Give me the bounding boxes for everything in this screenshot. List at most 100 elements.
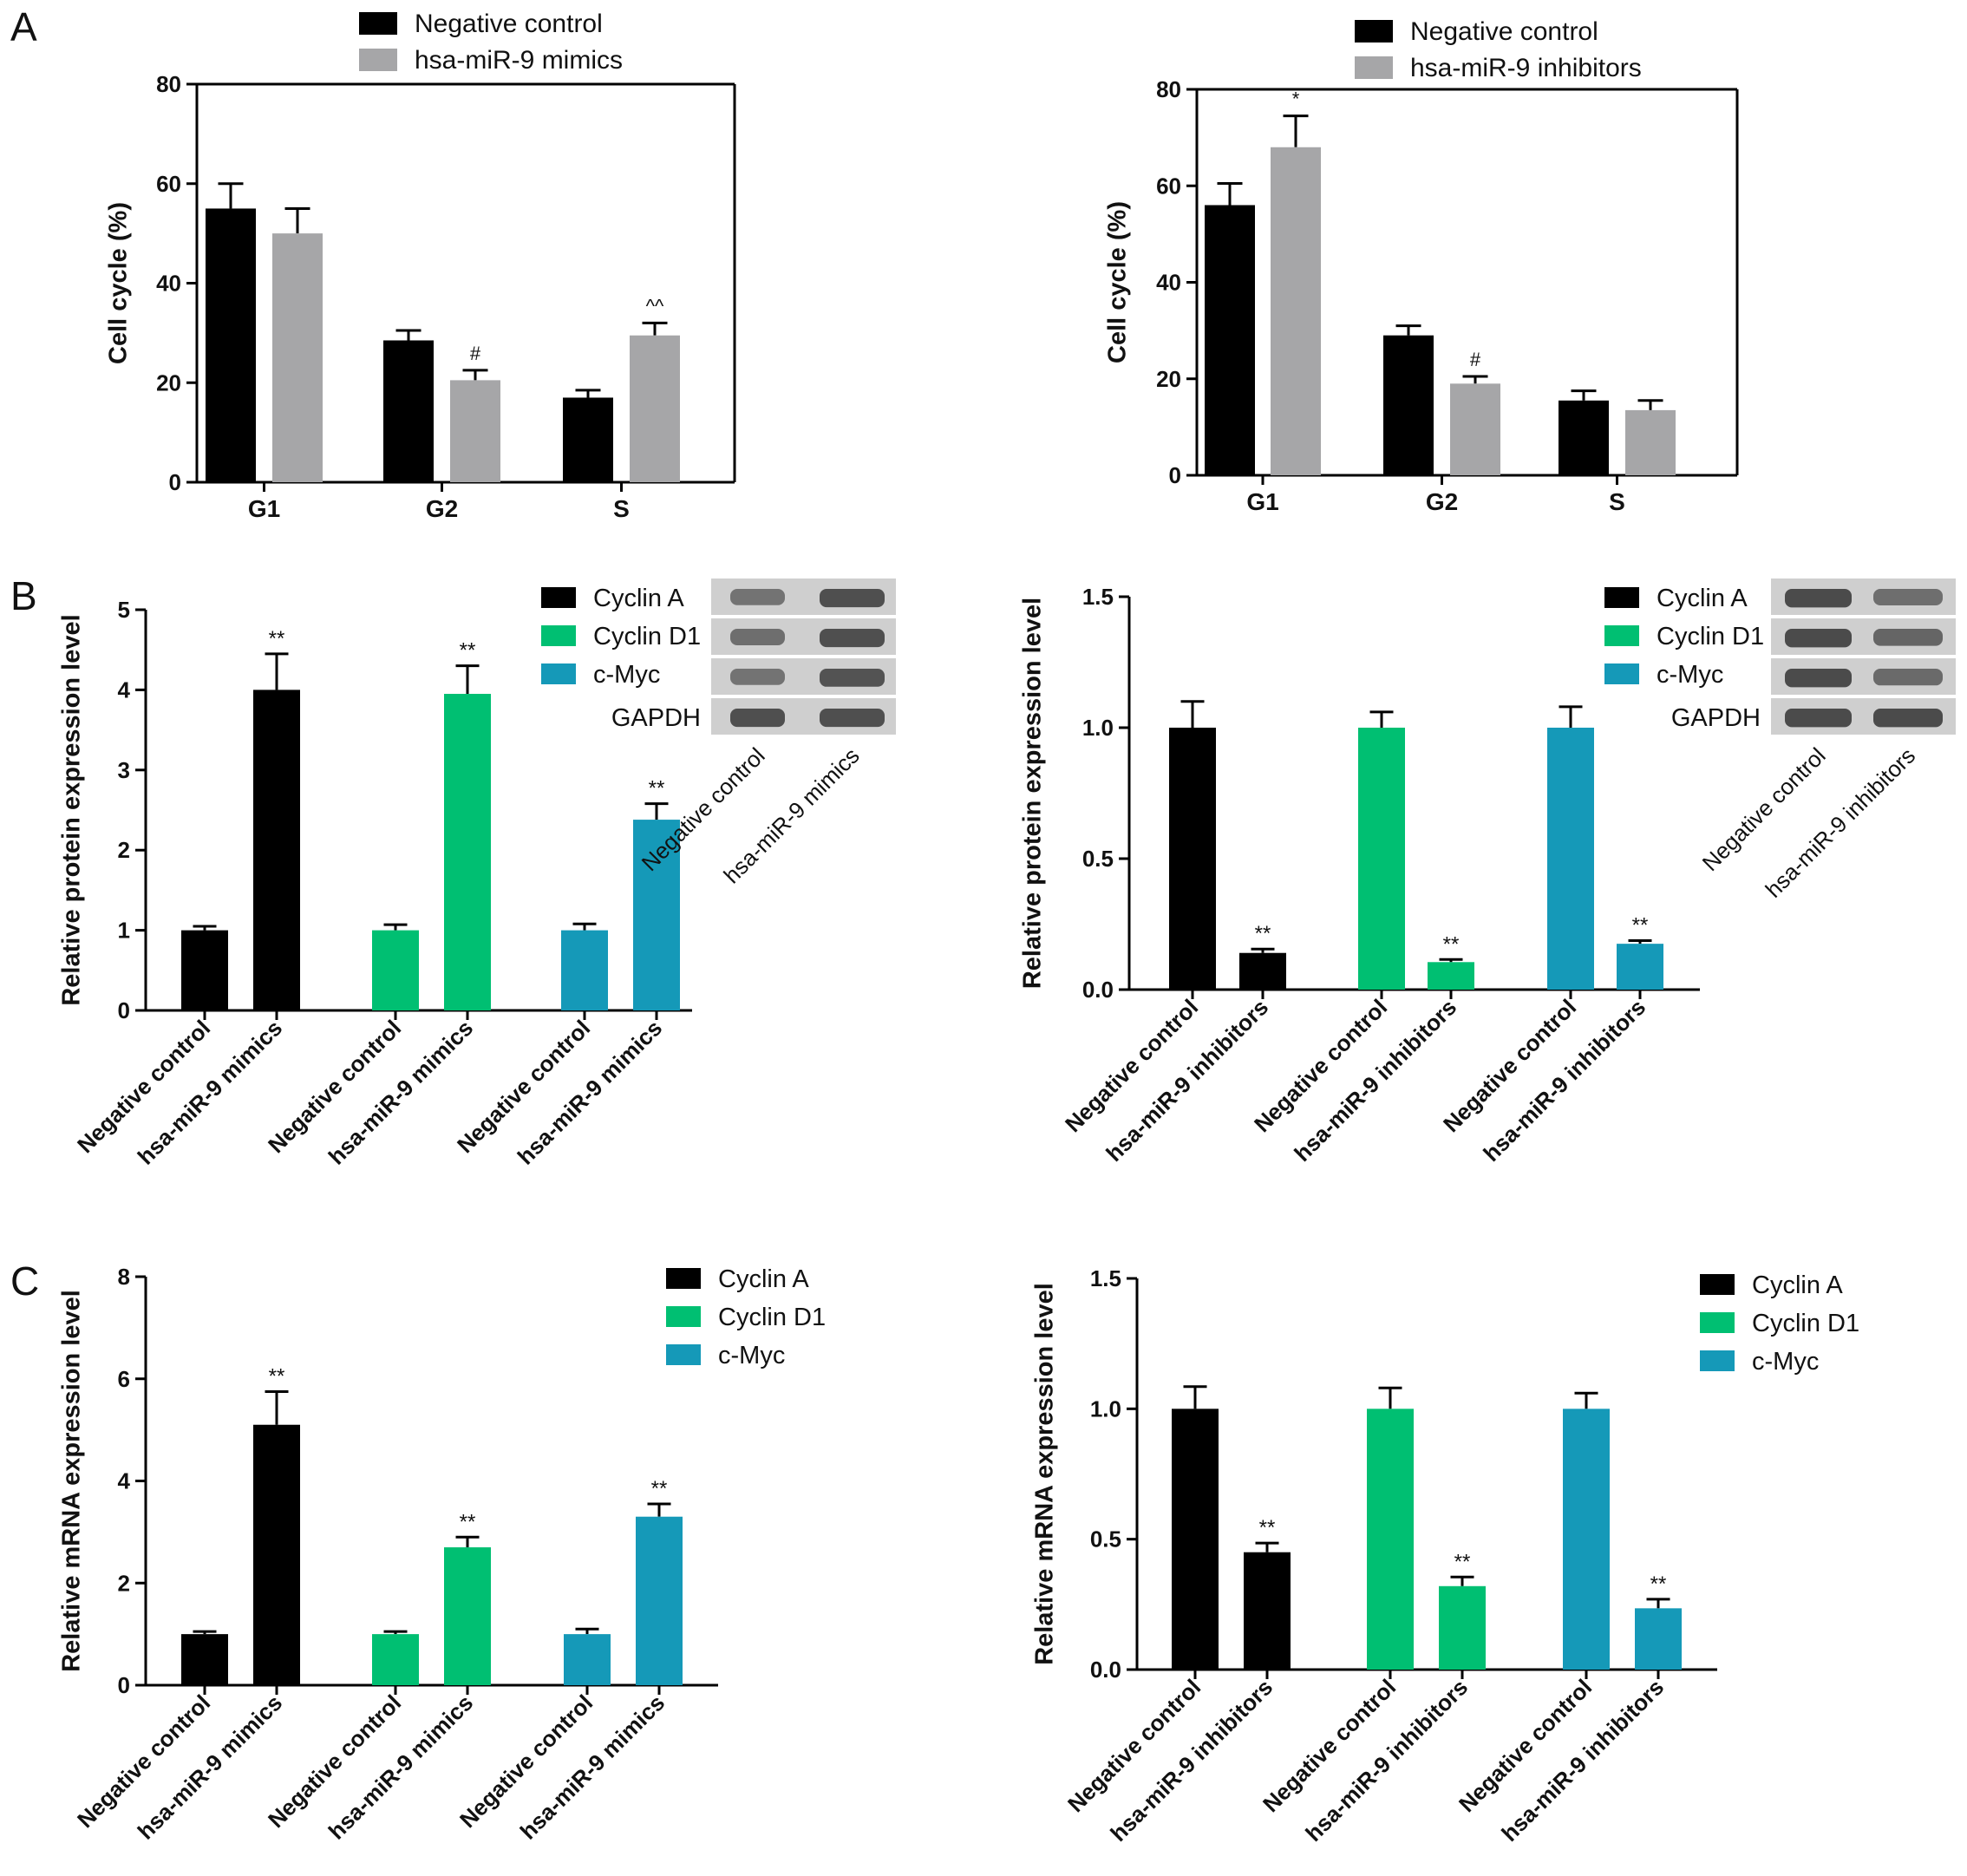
blot-band <box>1785 709 1852 728</box>
x-category-label: Negative control <box>263 1015 406 1158</box>
bar <box>1172 1409 1219 1670</box>
y-tick-label: 1 <box>118 918 130 944</box>
y-tick-label: 2 <box>118 1570 130 1596</box>
x-category-label: Negative control <box>1454 1674 1597 1817</box>
bar <box>1271 147 1321 475</box>
blot-band <box>730 589 785 605</box>
bar <box>444 1547 491 1685</box>
significance-mark: ** <box>1454 1550 1471 1573</box>
legend-swatch <box>1700 1274 1735 1295</box>
x-category-label: G2 <box>1426 488 1458 515</box>
legend-swatch <box>1700 1350 1735 1371</box>
x-category-label: Negative control <box>1060 994 1203 1137</box>
x-category-label: Negative control <box>1062 1674 1206 1817</box>
significance-mark: ** <box>649 777 665 801</box>
legend-swatch <box>359 49 397 71</box>
y-tick-label: 1.0 <box>1090 1396 1121 1422</box>
x-category-label: Negative control <box>72 1690 215 1833</box>
bar <box>1439 1585 1486 1670</box>
bar <box>1563 1409 1610 1670</box>
y-tick-label: 80 <box>1156 76 1181 102</box>
significance-mark: ** <box>269 627 285 650</box>
legend-label: c-Myc <box>718 1342 785 1369</box>
blot-row-label: GAPDH <box>1671 704 1761 732</box>
blot-band <box>1873 629 1943 646</box>
blot-band <box>730 669 785 685</box>
y-tick-label: 40 <box>1156 270 1181 296</box>
legend-label: c-Myc <box>1752 1348 1819 1376</box>
bar <box>564 1634 611 1685</box>
x-category-label: S <box>613 495 630 522</box>
y-tick-label: 60 <box>1156 173 1181 199</box>
bar <box>1169 728 1216 990</box>
legend-label: Cyclin A <box>1657 585 1748 612</box>
significance-mark: ** <box>1255 922 1271 945</box>
blot-row-label: GAPDH <box>611 704 701 732</box>
legend-swatch <box>666 1268 701 1289</box>
y-axis-label: Relative protein expression level <box>1019 598 1047 989</box>
bar <box>1205 205 1255 475</box>
legend-swatch <box>1604 587 1639 608</box>
bar <box>1244 1552 1291 1670</box>
legend-swatch <box>541 587 576 608</box>
y-tick-label: 4 <box>118 677 131 703</box>
y-tick-label: 0 <box>1169 462 1181 488</box>
y-tick-label: 5 <box>118 597 130 623</box>
bar <box>444 694 491 1010</box>
blot-band <box>1785 629 1852 648</box>
bar <box>1635 1608 1682 1670</box>
bar <box>630 335 680 482</box>
x-category-label: S <box>1609 488 1625 515</box>
bar <box>1239 952 1286 990</box>
bar <box>383 340 434 482</box>
bar <box>181 1634 228 1685</box>
blot-band <box>1785 589 1852 608</box>
y-axis-label: Relative mRNA expression level <box>58 1290 86 1672</box>
legend-swatch <box>666 1306 701 1327</box>
y-tick-label: 0.5 <box>1082 846 1114 872</box>
significance-mark: ** <box>460 639 476 663</box>
significance-mark: ** <box>1259 1516 1276 1539</box>
legend-label: Cyclin D1 <box>1752 1310 1859 1337</box>
y-axis-label: Cell cycle (%) <box>1104 201 1132 363</box>
legend-label: Cyclin D1 <box>593 623 701 650</box>
bar <box>1367 1409 1414 1670</box>
legend-label: Negative control <box>415 10 603 38</box>
bar <box>1358 728 1405 990</box>
y-tick-label: 20 <box>156 369 181 395</box>
bar <box>450 380 500 482</box>
legend-label: hsa-miR-9 inhibitors <box>1410 54 1642 82</box>
bar <box>561 930 608 1010</box>
legend-swatch <box>1700 1312 1735 1333</box>
legend-swatch <box>1355 20 1393 42</box>
y-tick-label: 0 <box>169 469 181 495</box>
bar <box>253 690 300 1010</box>
legend-label: c-Myc <box>593 661 660 689</box>
y-tick-label: 0.5 <box>1090 1526 1121 1552</box>
blot-band <box>1873 709 1943 728</box>
x-category-label: Negative control <box>72 1015 215 1158</box>
bar <box>206 208 256 482</box>
blot-band <box>820 669 885 687</box>
x-category-label: Negative control <box>263 1690 406 1833</box>
bar <box>272 233 323 482</box>
bar <box>372 1634 419 1685</box>
blot-band <box>820 709 885 728</box>
blot-band <box>820 589 885 608</box>
bar <box>253 1424 300 1685</box>
legend-label: Cyclin A <box>593 585 684 612</box>
y-tick-label: 1.0 <box>1082 715 1114 741</box>
bar <box>1450 383 1500 475</box>
blot-band <box>730 709 785 728</box>
bar <box>1617 944 1663 990</box>
significance-mark: ^^ <box>646 295 664 317</box>
bar <box>633 820 680 1010</box>
y-tick-label: 4 <box>118 1468 131 1494</box>
chart-c-left: 0 2 4 6 8 Relative mRNA expression level Negat… <box>58 1264 826 1845</box>
legend-label: Cyclin D1 <box>1657 623 1764 650</box>
blot-band <box>820 629 885 648</box>
y-tick-label: 1.5 <box>1082 584 1114 610</box>
y-tick-label: 1.5 <box>1090 1265 1121 1291</box>
significance-mark: ** <box>269 1364 285 1388</box>
